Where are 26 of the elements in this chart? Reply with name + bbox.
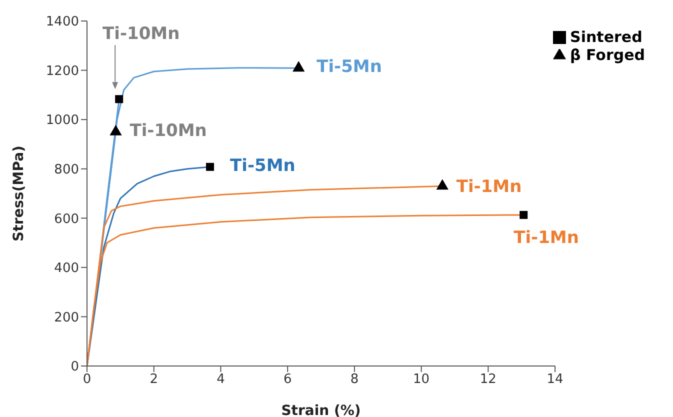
x-tick-label: 10 [413, 372, 430, 388]
y-tick-label: 1400 [46, 14, 79, 30]
series-label: Ti-10Mn [130, 120, 207, 141]
x-tick-label: 4 [216, 372, 225, 388]
x-tick-label: 6 [283, 372, 292, 388]
x-axis-title: Strain (%) [281, 403, 361, 417]
legend-label: β Forged [570, 46, 645, 64]
y-tick-label: 0 [70, 360, 79, 375]
y-axis-title: Stress(MPa) [10, 146, 27, 242]
y-tick-label: 400 [54, 261, 79, 276]
x-tick-label: 12 [480, 372, 496, 388]
x-tick-label: 2 [150, 372, 158, 388]
series-label: Ti-5Mn [316, 57, 382, 78]
y-tick-label: 800 [54, 162, 79, 178]
annotation: Ti-10Mn [102, 24, 180, 44]
series-label: Ti-5Mn [230, 156, 296, 176]
series-label: Ti-1Mn [514, 228, 579, 248]
x-tick-label: 8 [350, 372, 359, 388]
legend-label: Sintered [570, 28, 642, 46]
y-tick-label: 600 [54, 212, 79, 227]
series-label: Ti-1Mn [456, 177, 522, 198]
y-tick-label: 200 [54, 310, 79, 326]
y-tick-label: 1200 [46, 64, 79, 79]
x-tick-label: 14 [546, 372, 564, 388]
x-tick-label: 0 [82, 372, 92, 388]
y-tick-label: 1000 [46, 113, 79, 128]
